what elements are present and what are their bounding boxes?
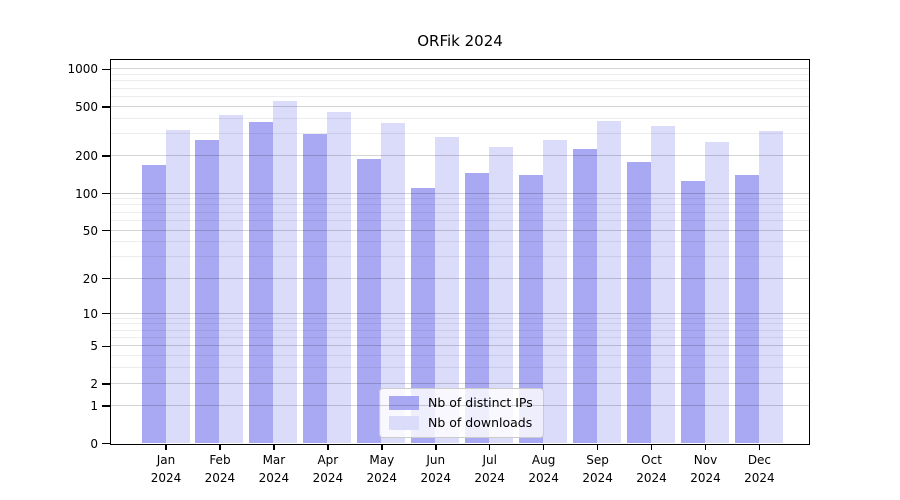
x-tick-label: Apr 2024 — [312, 453, 344, 485]
y-tick-label: 2 — [90, 376, 98, 391]
bar-distinct-ips — [573, 149, 598, 443]
legend-label-downloads: Nb of downloads — [428, 415, 533, 430]
chart-title: ORFik 2024 — [417, 32, 503, 50]
y-tick-mark — [102, 277, 110, 280]
y-tick-mark — [102, 106, 110, 108]
plot-area: Nb of distinct IPs Nb of downloads — [110, 59, 810, 445]
bar-downloads — [705, 142, 729, 443]
bar-downloads — [165, 130, 190, 443]
legend: Nb of distinct IPs Nb of downloads — [379, 388, 544, 438]
y-tick-label: 50 — [82, 223, 98, 238]
bar-distinct-ips — [141, 165, 166, 443]
x-tick-label: Jan 2024 — [150, 453, 182, 485]
x-tick-mark — [327, 445, 329, 450]
legend-item-distinct-ips: Nb of distinct IPs — [389, 395, 533, 411]
bar-distinct-ips — [627, 162, 652, 443]
bar-distinct-ips — [734, 174, 759, 443]
y-tick-mark — [102, 383, 110, 385]
x-tick-mark — [165, 445, 167, 450]
y-tick-mark — [102, 155, 110, 157]
y-tick-mark — [102, 312, 110, 315]
x-tick-label: Dec 2024 — [744, 453, 775, 485]
bar-downloads — [543, 140, 568, 443]
legend-label-distinct-ips: Nb of distinct IPs — [428, 395, 533, 410]
y-tick-mark — [102, 192, 110, 195]
x-tick-mark — [273, 445, 275, 450]
y-tick-mark — [102, 68, 110, 71]
legend-swatch-downloads — [389, 416, 419, 430]
bar-distinct-ips — [249, 122, 274, 443]
y-tick-mark — [102, 442, 110, 445]
y-tick-mark — [102, 405, 110, 407]
bar-downloads — [219, 115, 244, 443]
x-tick-label: May 2024 — [366, 453, 398, 485]
x-tick-label: Jul 2024 — [474, 453, 505, 485]
x-tick-label: Sep 2024 — [582, 453, 613, 485]
y-tick-label: 10 — [82, 306, 98, 321]
x-tick-label: Aug 2024 — [528, 453, 559, 485]
bar-distinct-ips — [303, 133, 328, 443]
y-tick-label: 5 — [90, 339, 98, 354]
x-tick-mark — [758, 445, 761, 450]
bar-distinct-ips — [357, 158, 382, 443]
y-tick-label: 1000 — [67, 62, 98, 77]
bar-downloads — [651, 125, 676, 443]
legend-item-downloads: Nb of downloads — [389, 415, 533, 431]
y-tick-mark — [102, 345, 110, 348]
x-tick-mark — [435, 445, 437, 450]
x-tick-label: Jun 2024 — [420, 453, 452, 485]
y-tick-label: 200 — [75, 149, 98, 164]
legend-swatch-distinct-ips — [389, 396, 419, 410]
x-tick-label: Oct 2024 — [636, 453, 667, 485]
bar-distinct-ips — [195, 140, 220, 443]
x-tick-label: Feb 2024 — [204, 453, 236, 485]
x-tick-label: Nov 2024 — [690, 453, 721, 485]
y-tick-label: 20 — [82, 271, 98, 286]
bar-distinct-ips — [681, 180, 705, 443]
bar-downloads — [273, 100, 298, 443]
x-tick-label: Mar 2024 — [258, 453, 290, 485]
y-tick-label: 100 — [75, 186, 98, 201]
y-tick-label: 1 — [90, 398, 98, 413]
y-tick-label: 500 — [75, 99, 98, 114]
bar-downloads — [758, 131, 783, 443]
y-tick-label: 0 — [90, 436, 98, 451]
x-tick-mark — [542, 445, 545, 450]
x-tick-mark — [704, 445, 707, 450]
x-tick-mark — [650, 445, 653, 450]
x-tick-mark — [488, 445, 491, 450]
bars-layer — [111, 60, 809, 444]
bar-downloads — [327, 111, 352, 443]
y-tick-mark — [102, 229, 110, 232]
bar-downloads — [597, 121, 622, 443]
x-tick-mark — [596, 445, 599, 450]
x-tick-mark — [381, 445, 383, 450]
x-tick-mark — [219, 445, 221, 450]
